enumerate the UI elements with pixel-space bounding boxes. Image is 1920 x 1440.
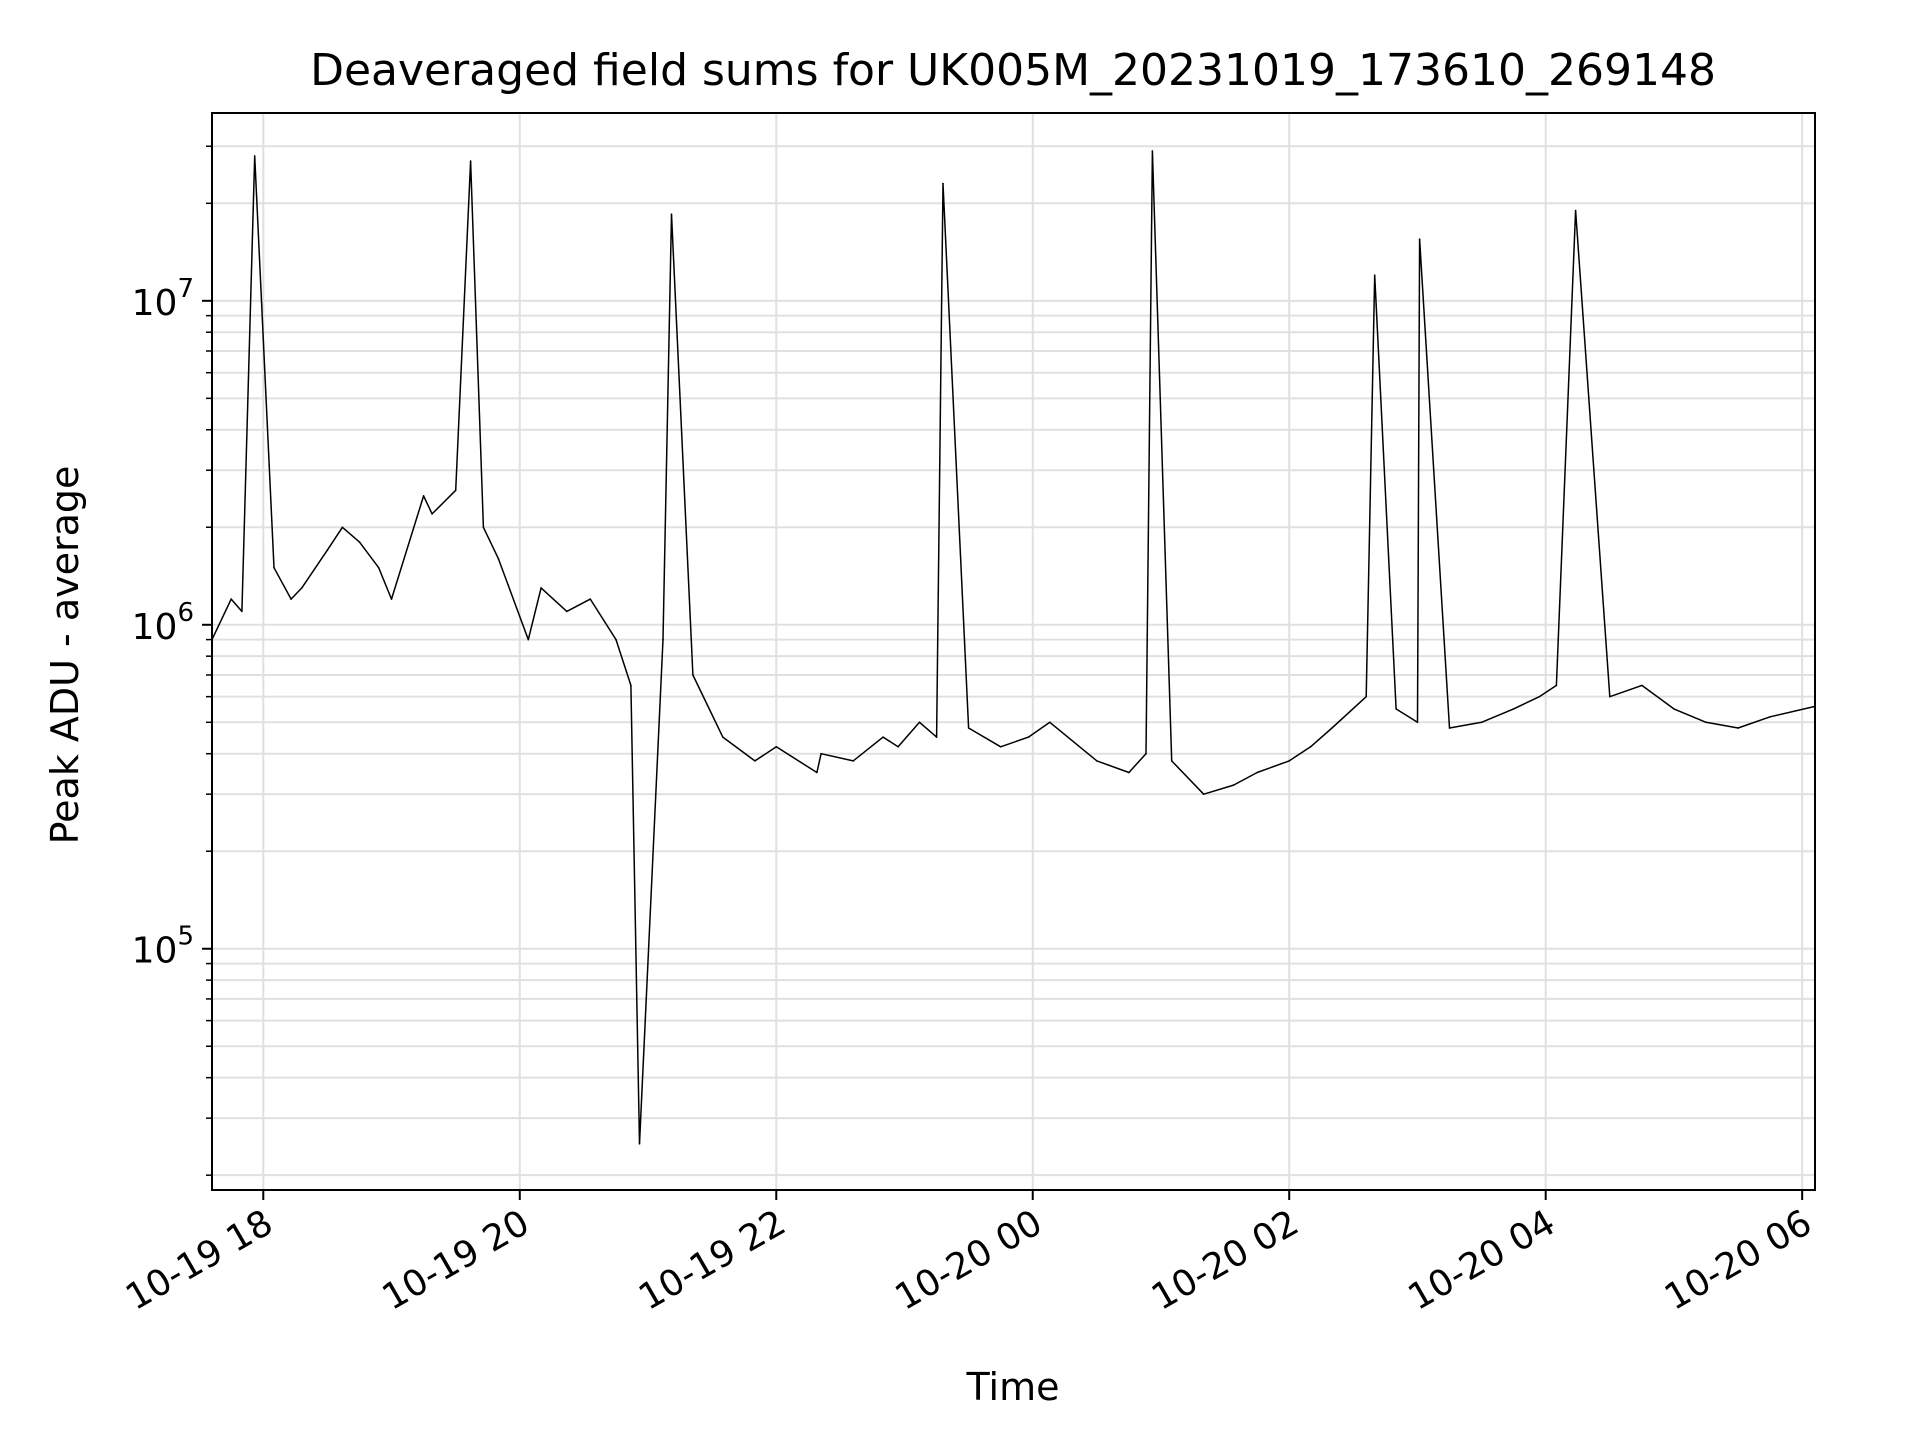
y-tick-label: 107 xyxy=(132,274,194,324)
data-point xyxy=(1448,727,1451,729)
data-point xyxy=(820,752,822,755)
data-point xyxy=(1027,736,1030,738)
plot-frame xyxy=(211,112,1816,1191)
data-point xyxy=(630,684,632,687)
data-point xyxy=(1769,716,1771,718)
data-point xyxy=(1365,695,1367,698)
data-point xyxy=(692,674,694,676)
data-point xyxy=(527,638,530,641)
data-point xyxy=(1609,695,1611,698)
data-point xyxy=(422,495,425,497)
data-point xyxy=(882,736,884,738)
data-point xyxy=(1151,150,1154,152)
data-point xyxy=(431,513,433,515)
data-point xyxy=(1145,752,1147,755)
data-point xyxy=(1555,684,1558,687)
data-point xyxy=(816,771,818,774)
data-point xyxy=(253,155,256,157)
data-point xyxy=(1170,760,1173,762)
series-line xyxy=(211,150,1816,1145)
data-point xyxy=(1309,746,1312,748)
data-point xyxy=(469,160,472,162)
data-point xyxy=(754,760,756,762)
data-point xyxy=(935,736,938,738)
data-point xyxy=(326,549,329,551)
data-point xyxy=(662,638,664,641)
data-point xyxy=(482,526,485,529)
data-point xyxy=(1418,238,1421,240)
data-point xyxy=(241,610,243,613)
data-point xyxy=(1416,721,1419,724)
data-point xyxy=(942,182,944,185)
data-point xyxy=(897,746,899,748)
data-point xyxy=(454,489,457,492)
data-point xyxy=(377,566,380,569)
data-point xyxy=(290,598,292,600)
data-point xyxy=(638,1143,641,1145)
data-point xyxy=(1128,771,1130,774)
data-point xyxy=(273,566,275,569)
series-line-group xyxy=(211,150,1816,1145)
data-point xyxy=(230,598,232,600)
data-point xyxy=(540,587,542,589)
data-point xyxy=(1512,708,1515,710)
data-point xyxy=(670,213,673,216)
data-point xyxy=(301,587,303,589)
y-axis-label: Peak ADU - average xyxy=(43,466,87,845)
data-point xyxy=(1096,760,1098,762)
data-point xyxy=(358,541,361,543)
data-point xyxy=(1538,695,1541,698)
data-point xyxy=(1737,727,1739,729)
data-point xyxy=(1049,721,1051,724)
data-point xyxy=(1574,209,1577,212)
y-tick-label: 106 xyxy=(132,598,194,648)
data-point xyxy=(1673,708,1675,710)
data-point xyxy=(1705,721,1707,724)
data-point xyxy=(775,746,778,748)
data-point xyxy=(1256,771,1258,774)
data-point xyxy=(1480,721,1483,724)
data-point xyxy=(615,638,617,641)
data-point xyxy=(1373,274,1376,277)
y-axis-ticks: 105 106 107 xyxy=(132,145,212,1176)
data-point xyxy=(1331,727,1333,729)
data-point xyxy=(390,598,393,600)
data-point xyxy=(1641,684,1643,687)
data-point xyxy=(1232,784,1235,786)
data-point xyxy=(967,727,970,729)
data-point xyxy=(1395,708,1397,710)
x-axis-label: Time xyxy=(966,1365,1060,1409)
data-point xyxy=(999,746,1002,748)
data-point xyxy=(852,760,854,762)
data-point xyxy=(497,557,500,560)
data-point xyxy=(918,721,921,724)
data-point xyxy=(1288,760,1290,762)
data-point xyxy=(566,610,568,613)
grid xyxy=(212,113,1815,1190)
data-point xyxy=(589,598,592,600)
data-point xyxy=(1202,793,1205,795)
chart-title: Deaveraged field sums for UK005M_2023101… xyxy=(310,45,1716,96)
data-point xyxy=(341,526,344,529)
y-tick-label: 105 xyxy=(132,922,194,972)
data-point xyxy=(722,736,724,738)
